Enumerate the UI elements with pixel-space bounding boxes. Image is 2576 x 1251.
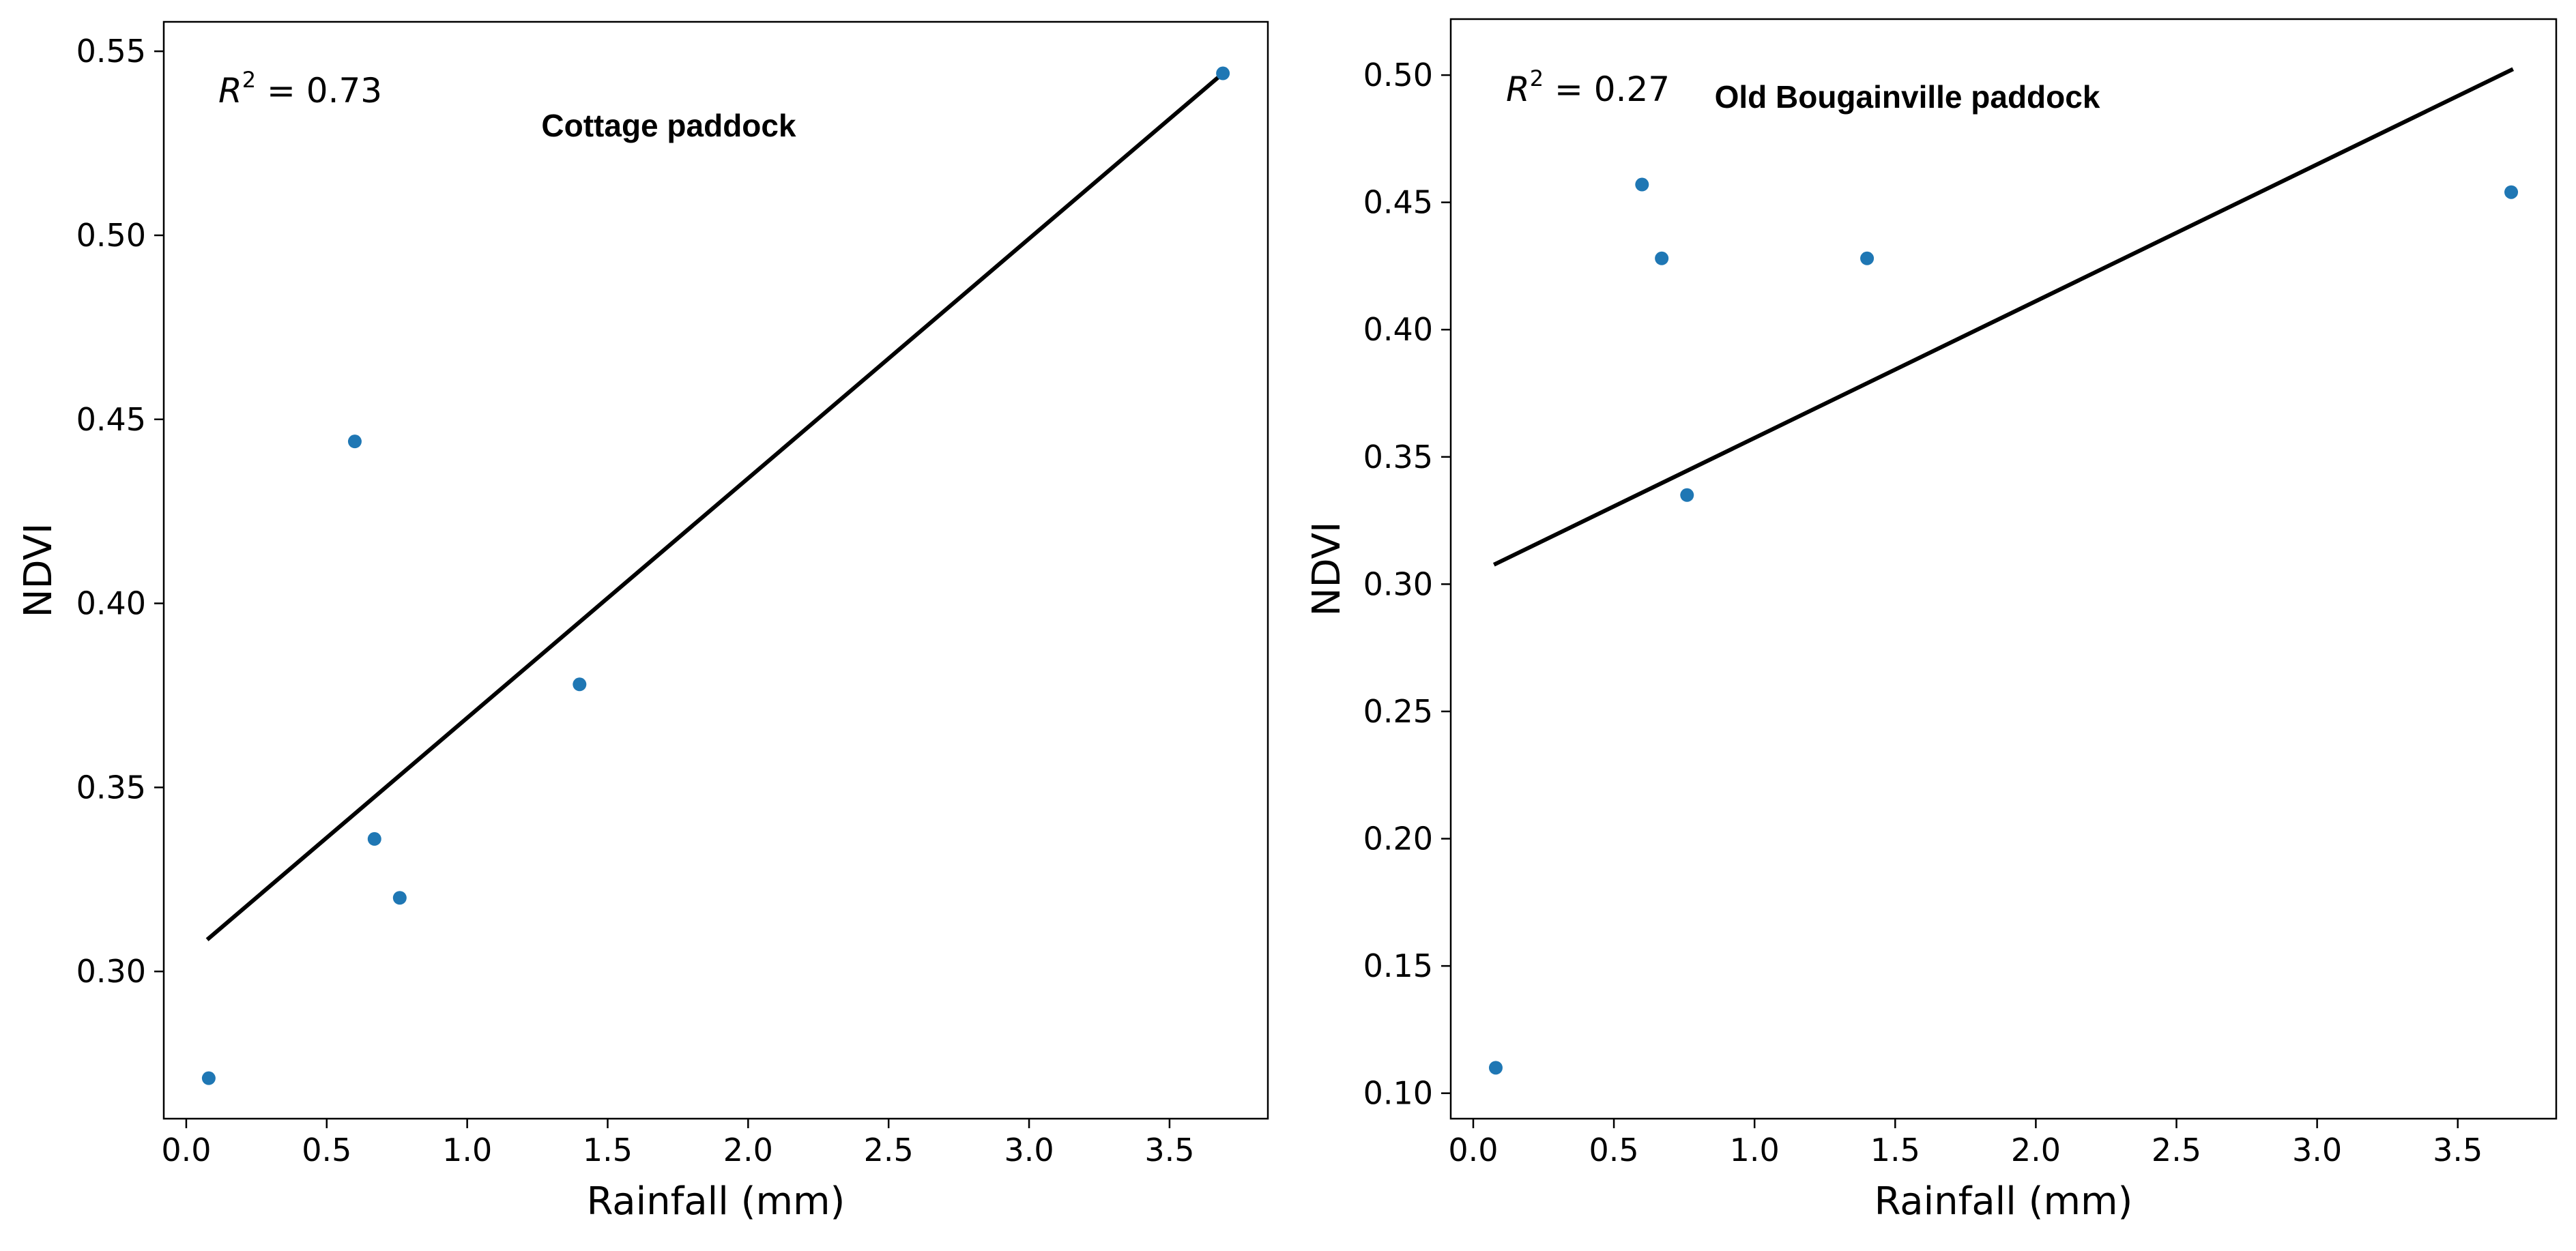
- data-point: [201, 1071, 216, 1085]
- data-point: [573, 677, 587, 692]
- y-tick-label: 0.30: [1363, 565, 1433, 602]
- x-tick-label: 2.5: [864, 1132, 914, 1168]
- data-point: [1860, 251, 1875, 265]
- x-tick-label: 2.0: [2011, 1132, 2061, 1168]
- x-tick-label: 0.0: [1448, 1132, 1498, 1168]
- chart-panel-1: 0.0 0.5 1.0 1.5 2.0 2.5 3.0 3.5 0.30 0.35 0.40 0.45…: [16, 20, 1269, 1224]
- data-point: [392, 891, 407, 905]
- r-squared-annotation: R2 = 0.73: [218, 67, 382, 111]
- y-tick-label: 0.40: [76, 585, 146, 622]
- data-point: [1655, 251, 1669, 265]
- r-squared-symbol: R: [1506, 70, 1530, 109]
- y-tick-label: 0.30: [76, 953, 146, 990]
- r-squared-value: = 0.73: [256, 71, 382, 111]
- r-squared-symbol: R: [218, 71, 242, 111]
- y-tick-label: 0.55: [76, 33, 146, 70]
- x-axis-label: Rainfall (mm): [1875, 1179, 2133, 1224]
- x-tick-label: 1.5: [583, 1132, 633, 1168]
- data-point: [1680, 488, 1694, 502]
- panel-title: Old Bougainville paddock: [1715, 79, 2100, 115]
- data-point: [2504, 185, 2519, 199]
- x-tick-label: 2.0: [723, 1132, 773, 1168]
- y-tick-label: 0.50: [76, 217, 146, 254]
- y-tick-label: 0.40: [1363, 311, 1433, 348]
- y-tick-label: 0.50: [1363, 57, 1433, 93]
- chart-panel-2: 0.0 0.5 1.0 1.5 2.0 2.5 3.0 3.5 0.10 0.15 0.20 0.25…: [1305, 18, 2558, 1224]
- y-tick-label: 0.15: [1363, 947, 1433, 984]
- y-tick-label: 0.25: [1363, 693, 1433, 730]
- r-squared-exponent: 2: [242, 67, 256, 93]
- x-tick-label: 0.5: [302, 1132, 351, 1168]
- axes-frame: [162, 20, 1269, 1120]
- r-squared-exponent: 2: [1530, 65, 1544, 91]
- panel-title: Cottage paddock: [541, 108, 796, 143]
- x-tick-label: 0.0: [161, 1132, 211, 1168]
- r-squared-annotation: R2 = 0.27: [1506, 65, 1670, 109]
- y-tick-label: 0.45: [76, 401, 146, 438]
- x-tick-label: 2.5: [2152, 1132, 2201, 1168]
- x-tick-label: 1.5: [1870, 1132, 1920, 1168]
- y-axis-label: NDVI: [16, 523, 61, 618]
- y-axis-label: NDVI: [1305, 522, 1349, 617]
- fit-line: [205, 70, 1226, 941]
- axes-frame: [1449, 18, 2558, 1120]
- x-axis-label: Rainfall (mm): [587, 1179, 845, 1224]
- x-tick-label: 3.5: [2433, 1132, 2483, 1168]
- x-tick-label: 3.0: [1004, 1132, 1054, 1168]
- x-tick-label: 1.0: [1730, 1132, 1780, 1168]
- y-tick-label: 0.20: [1363, 821, 1433, 857]
- x-tick-label: 3.5: [1144, 1132, 1194, 1168]
- y-tick-label: 0.35: [1363, 439, 1433, 475]
- data-point: [1488, 1061, 1503, 1075]
- data-point: [1216, 66, 1230, 80]
- data-point: [1635, 177, 1649, 192]
- fit-line: [1492, 67, 2515, 567]
- x-tick-label: 0.5: [1589, 1132, 1639, 1168]
- y-tick-label: 0.45: [1363, 184, 1433, 221]
- y-tick-label: 0.10: [1363, 1075, 1433, 1112]
- x-tick-label: 1.0: [442, 1132, 492, 1168]
- x-tick-label: 3.0: [2292, 1132, 2342, 1168]
- data-point: [347, 435, 362, 449]
- data-point: [367, 831, 381, 846]
- r-squared-value: = 0.27: [1544, 70, 1670, 109]
- y-tick-label: 0.35: [76, 769, 146, 806]
